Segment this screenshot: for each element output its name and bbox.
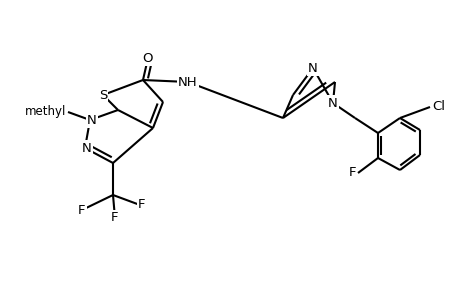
Text: F: F: [348, 167, 355, 179]
Text: N: N: [82, 142, 92, 154]
Text: N: N: [327, 97, 337, 110]
Text: N: N: [87, 113, 97, 127]
Text: O: O: [142, 52, 153, 64]
Text: methyl: methyl: [25, 106, 66, 118]
Text: N: N: [308, 61, 317, 74]
Text: F: F: [111, 212, 118, 224]
Text: S: S: [99, 88, 107, 101]
Text: F: F: [78, 203, 85, 217]
Text: F: F: [138, 199, 146, 212]
Text: NH: NH: [178, 76, 197, 88]
Text: Cl: Cl: [431, 100, 444, 113]
